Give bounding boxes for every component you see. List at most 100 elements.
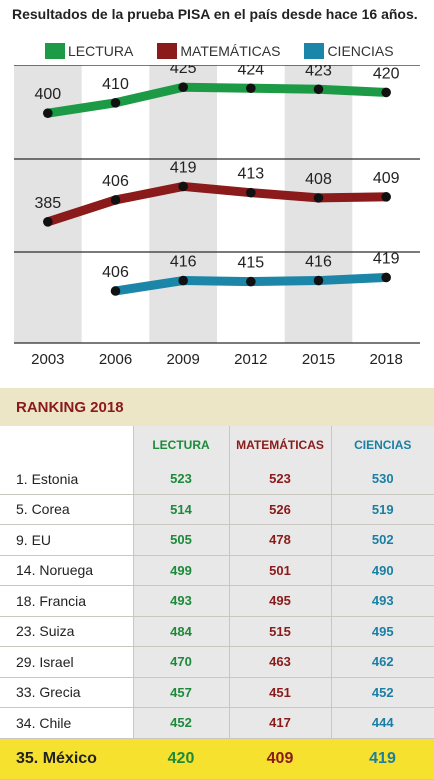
matematicas-score: 501 <box>228 555 331 586</box>
matematicas-score: 409 <box>229 738 331 779</box>
ciencias-score: 452 <box>330 677 434 708</box>
ciencias-score: 530 <box>330 464 434 494</box>
matematicas-score: 526 <box>228 494 331 525</box>
ranking-row: 29. Israel 470 463 462 <box>0 646 434 677</box>
data-label-ciencias-2006: 406 <box>102 264 129 281</box>
ranking-row: 1. Estonia 523 523 530 <box>0 464 434 494</box>
legend-swatch-ciencias <box>304 43 325 59</box>
chart-title: Resultados de la prueba PISA en el país … <box>12 6 418 22</box>
data-label-ciencias-2009: 416 <box>170 254 197 271</box>
x-tick-2003: 2003 <box>31 351 64 368</box>
point-matematicas-2006 <box>110 195 121 205</box>
ciencias-score: 462 <box>330 646 434 677</box>
country-name: 23. Suiza <box>0 616 133 647</box>
data-label-matematicas-2015: 408 <box>305 171 332 188</box>
point-matematicas-2009 <box>178 181 188 192</box>
matematicas-score: 523 <box>228 464 331 494</box>
country-name: 34. Chile <box>0 707 133 738</box>
legend-label-ciencias: CIENCIAS <box>327 43 394 59</box>
country-name: 5. Corea <box>0 494 133 525</box>
data-label-lectura-2018: 420 <box>373 65 400 82</box>
country-name: 18. Francia <box>0 585 133 616</box>
band-2015 <box>284 65 353 343</box>
point-lectura-2003 <box>43 108 53 118</box>
point-matematicas-2003 <box>43 217 53 227</box>
data-label-lectura-2012: 424 <box>237 65 264 78</box>
data-label-matematicas-2009: 419 <box>170 159 197 176</box>
lectura-score: 484 <box>132 616 229 647</box>
data-label-ciencias-2018: 419 <box>373 250 400 267</box>
data-label-matematicas-2018: 409 <box>373 170 400 187</box>
x-tick-2009: 2009 <box>166 351 199 368</box>
ciencias-score: 519 <box>330 494 434 525</box>
ranking-row-highlight: 35. México 420 409 419 <box>0 738 434 779</box>
ciencias-score: 493 <box>330 585 434 616</box>
lectura-score: 499 <box>132 555 229 586</box>
ranking-row: 34. Chile 452 417 444 <box>0 707 434 738</box>
ranking-body: 1. Estonia 523 523 530 5. Corea 514 526 519 9. E… <box>0 464 434 779</box>
point-lectura-2015 <box>313 84 324 95</box>
matematicas-score: 451 <box>228 677 331 708</box>
lectura-score: 505 <box>132 524 229 555</box>
point-lectura-2006 <box>110 98 121 108</box>
matematicas-score: 495 <box>228 585 331 616</box>
matematicas-score: 417 <box>228 707 331 738</box>
column-header-lectura: LECTURA <box>132 426 229 464</box>
line-chart: 2003 2006 2009 2012 2015 2018 400 410 425 424 423 4… <box>14 65 420 368</box>
legend-item-matematicas: MATEMÁTICAS <box>157 43 280 59</box>
point-ciencias-2015 <box>313 275 324 286</box>
data-label-matematicas-2003: 385 <box>34 195 61 212</box>
x-tick-2006: 2006 <box>99 351 132 368</box>
band-2009 <box>149 65 217 343</box>
legend-label-matematicas: MATEMÁTICAS <box>180 43 281 59</box>
lectura-score: 523 <box>132 464 229 494</box>
x-tick-2018: 2018 <box>369 351 402 368</box>
point-ciencias-2018 <box>381 272 391 283</box>
data-label-lectura-2003: 400 <box>34 86 61 103</box>
country-name: 33. Grecia <box>0 677 133 708</box>
legend: LECTURA MATEMÁTICAS CIENCIAS <box>45 40 418 62</box>
ciencias-score: 495 <box>330 616 434 647</box>
point-ciencias-2012 <box>246 276 256 287</box>
data-label-ciencias-2015: 416 <box>305 254 332 271</box>
lectura-score: 470 <box>132 646 229 677</box>
matematicas-score: 463 <box>228 646 331 677</box>
data-label-ciencias-2012: 415 <box>237 255 264 272</box>
country-name: 35. México <box>0 738 133 779</box>
ciencias-score: 419 <box>331 738 434 779</box>
legend-item-lectura: LECTURA <box>45 43 133 59</box>
point-ciencias-2009 <box>178 275 188 286</box>
ranking-header-row: LECTURA MATEMÁTICAS CIENCIAS <box>0 426 434 464</box>
series-line-matematicas <box>43 181 391 227</box>
ranking-table: LECTURA MATEMÁTICAS CIENCIAS 1. Estonia 5… <box>0 426 434 780</box>
lectura-score: 493 <box>132 585 229 616</box>
country-name: 29. Israel <box>0 646 133 677</box>
data-label-lectura-2015: 423 <box>305 65 332 79</box>
legend-swatch-lectura <box>45 43 65 59</box>
ranking-row: 5. Corea 514 526 519 <box>0 494 434 525</box>
x-tick-2015: 2015 <box>302 351 335 368</box>
point-lectura-2012 <box>246 83 256 94</box>
lectura-score: 457 <box>132 677 229 708</box>
column-header-ciencias: CIENCIAS <box>330 426 434 464</box>
legend-label-lectura: LECTURA <box>68 43 134 59</box>
ranking-corner <box>0 426 133 464</box>
series-line-lectura <box>43 82 391 118</box>
legend-swatch-matematicas <box>157 43 178 59</box>
matematicas-score: 478 <box>228 524 331 555</box>
ciencias-score: 502 <box>330 524 434 555</box>
ranking-row: 18. Francia 493 495 493 <box>0 585 434 616</box>
lectura-score: 420 <box>133 738 229 779</box>
point-lectura-2009 <box>178 82 188 92</box>
ranking-row: 33. Grecia 457 451 452 <box>0 677 434 708</box>
data-label-matematicas-2012: 413 <box>237 166 264 183</box>
point-matematicas-2018 <box>381 192 391 202</box>
country-name: 1. Estonia <box>0 464 133 494</box>
point-lectura-2018 <box>381 87 391 98</box>
ranking-header: RANKING 2018 <box>0 388 434 426</box>
point-matematicas-2012 <box>246 187 256 198</box>
ranking-row: 14. Noruega 499 501 490 <box>0 555 434 586</box>
point-matematicas-2015 <box>313 193 324 203</box>
data-label-matematicas-2006: 406 <box>102 173 129 190</box>
lectura-score: 452 <box>132 707 229 738</box>
